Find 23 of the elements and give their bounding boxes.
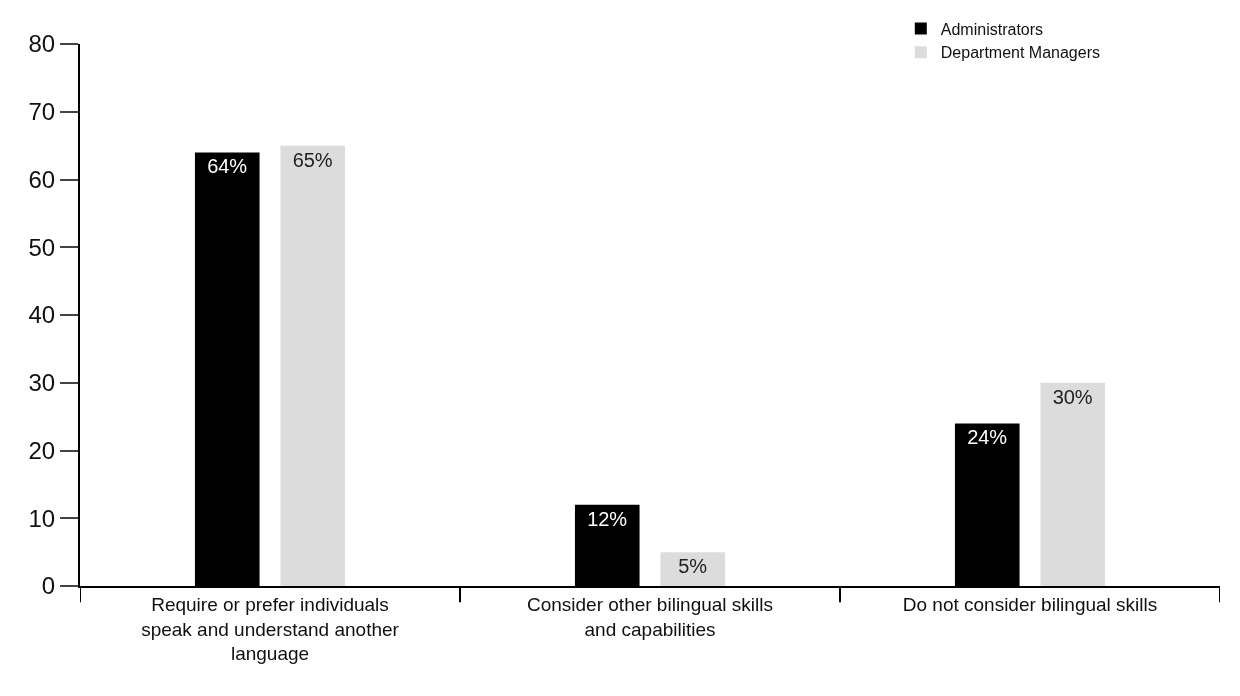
y-tick-label: 70 [28,98,56,126]
bar [660,552,726,586]
y-tick-label: 80 [28,30,56,58]
bar [1040,382,1106,586]
y-tick-label: 10 [28,504,56,532]
data-label: 5% [678,555,708,578]
y-tick-label: 60 [28,165,56,193]
x-tick-label: Require or prefer individuals speak and understand another language [141,593,400,665]
data-label: 65% [292,148,333,171]
x-tick-label: Do not consider bilingual skills [902,593,1158,615]
legend-label: Department Managers [940,44,1100,62]
y-tick-label: 30 [28,369,56,397]
data-label: 24% [967,426,1008,449]
y-tick-label: 0 [41,572,56,600]
legend-label: Administrators [940,20,1044,38]
data-label: 64% [207,155,248,178]
data-label: 30% [1052,385,1093,408]
y-tick-label: 20 [28,436,56,464]
y-tick-label: 40 [28,301,56,329]
y-tick-label: 50 [28,233,56,261]
data-label: 12% [587,507,628,530]
x-tick-label: Consider other bilingual skills and capabilities [526,593,774,640]
bar [280,145,346,586]
